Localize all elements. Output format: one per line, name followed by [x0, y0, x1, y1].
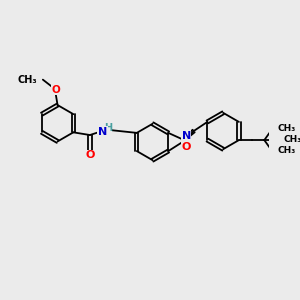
Text: N: N — [98, 127, 107, 137]
Text: H: H — [104, 122, 112, 133]
Text: O: O — [85, 150, 94, 160]
Text: CH₃: CH₃ — [283, 135, 300, 144]
Text: CH₃: CH₃ — [277, 124, 296, 133]
Text: N: N — [182, 130, 191, 141]
Text: O: O — [182, 142, 191, 152]
Text: CH₃: CH₃ — [277, 146, 296, 155]
Text: O: O — [51, 85, 60, 95]
Text: CH₃: CH₃ — [17, 75, 37, 85]
